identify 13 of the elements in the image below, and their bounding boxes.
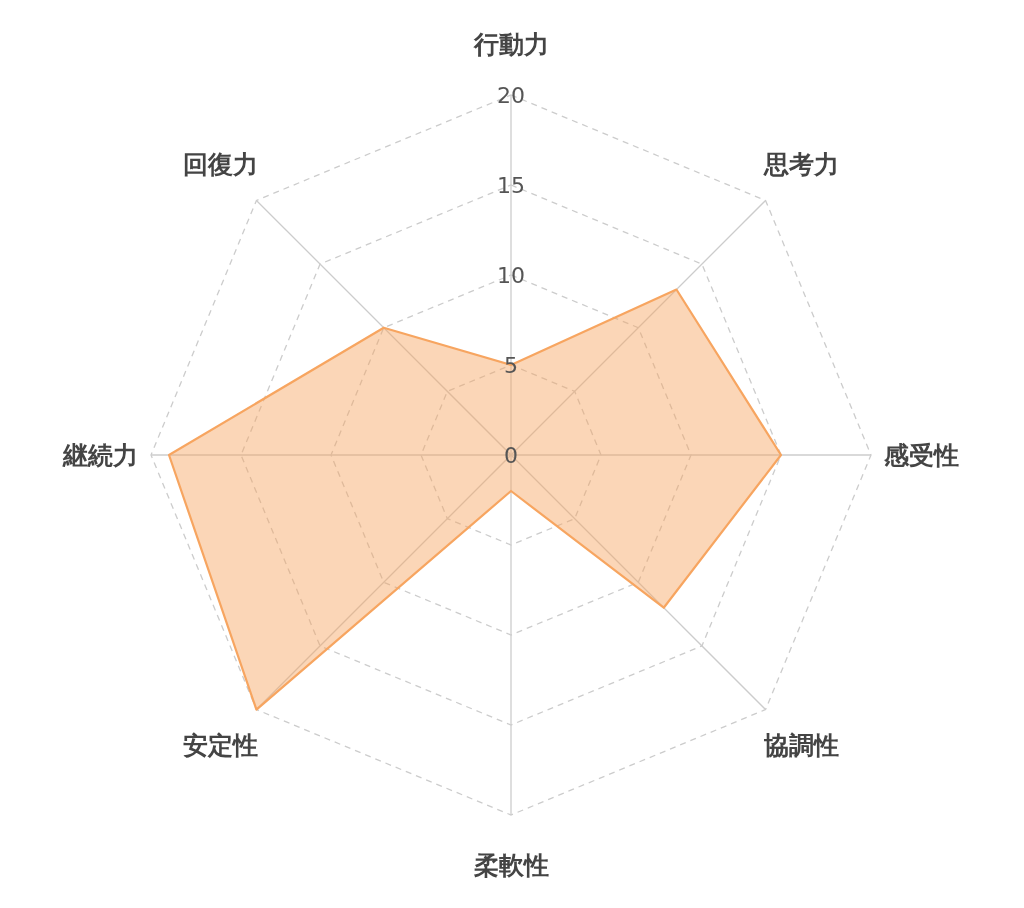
y-tick-label: 5 xyxy=(504,352,518,378)
spoke-label: 回復力 xyxy=(183,150,259,180)
y-tick-label: 0 xyxy=(504,442,518,468)
spoke-label: 継続力 xyxy=(62,440,139,470)
y-tick-label: 20 xyxy=(497,82,525,108)
spoke-label: 安定性 xyxy=(183,730,259,760)
y-tick-label: 15 xyxy=(497,172,525,198)
spoke-label: 思考力 xyxy=(762,150,839,180)
spoke-label: 感受性 xyxy=(882,440,959,470)
spoke-label: 柔軟性 xyxy=(472,850,549,880)
spoke-label: 行動力 xyxy=(472,30,549,60)
y-tick-label: 10 xyxy=(497,262,525,288)
spoke-label: 協調性 xyxy=(762,730,839,760)
